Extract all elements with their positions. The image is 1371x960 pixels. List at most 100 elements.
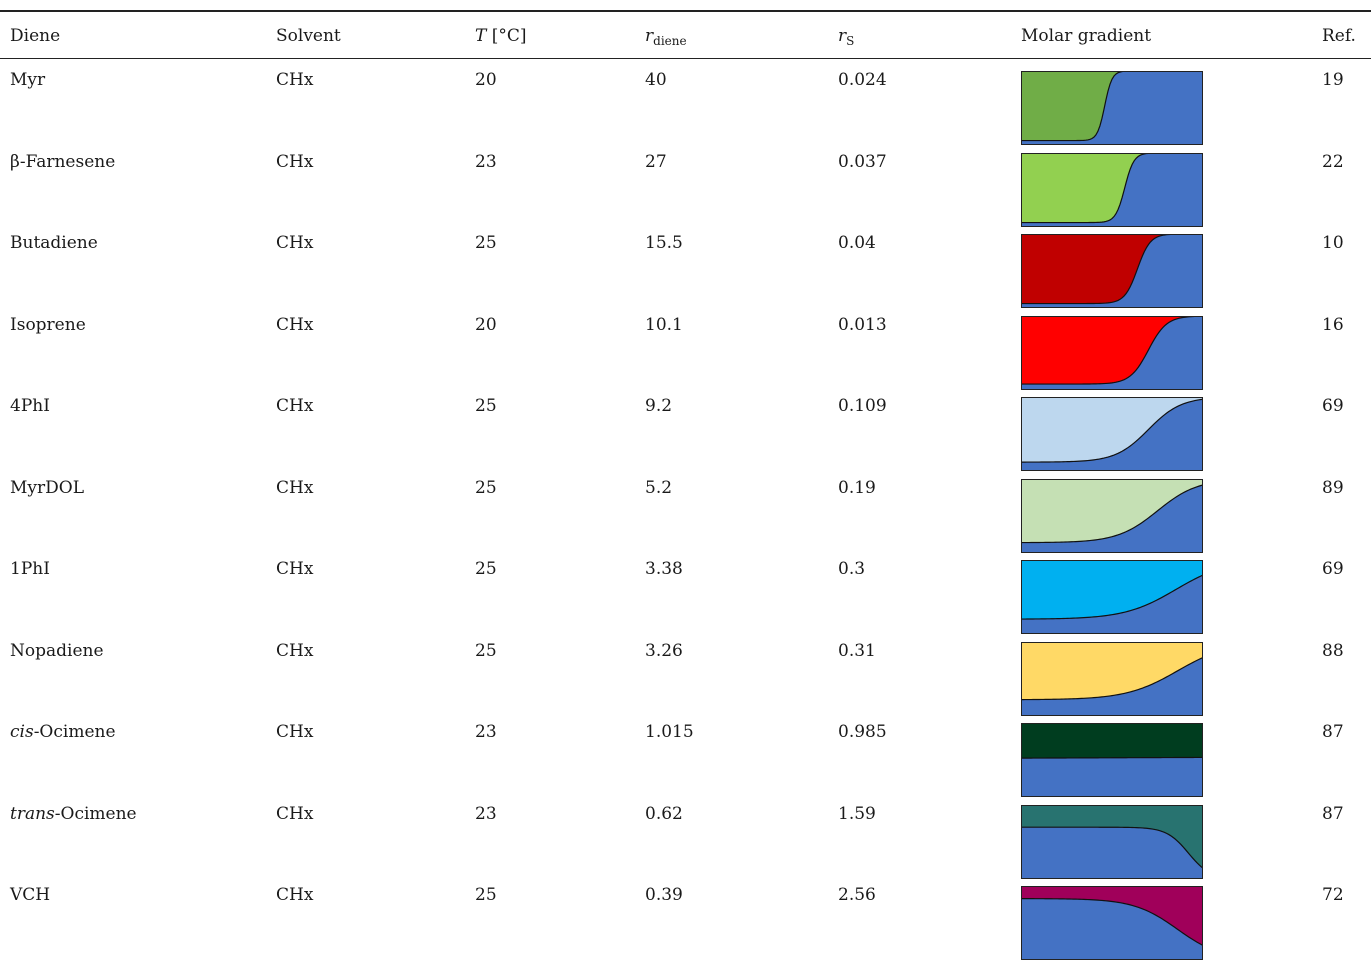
- r-s-cell: 0.985: [838, 722, 887, 742]
- gradient-boundary-line: [1021, 71, 1203, 142]
- solvent-cell: CHx: [276, 803, 314, 824]
- ref-cell: 87: [1322, 722, 1344, 742]
- r-diene-symbol: r: [645, 26, 654, 46]
- diene-name: Butadiene: [10, 233, 98, 253]
- r-s-cell: 0.19: [838, 477, 876, 498]
- r-diene-cell: 10.1: [645, 314, 683, 335]
- diene-name: Nopadiene: [10, 640, 104, 661]
- solvent-cell: CHx: [276, 885, 314, 905]
- ref-cell: 89: [1322, 477, 1344, 498]
- gradient-boundary-line: [1021, 574, 1203, 620]
- diene-cell: Nopadiene: [10, 641, 104, 661]
- r-diene-cell: 0.39: [645, 885, 683, 905]
- solvent-cell: CHx: [276, 314, 314, 335]
- solvent-cell: CHx: [276, 151, 314, 172]
- r-diene-cell: 0.62: [645, 803, 683, 824]
- gradient-boundary-line: [1021, 398, 1203, 463]
- diene-name: 4PhI: [10, 396, 50, 416]
- molar-gradient-plot: [1021, 560, 1203, 634]
- r-diene-cell: 27: [645, 151, 667, 172]
- diene-cell: Isoprene: [10, 315, 86, 335]
- styrene-fraction-area: [1021, 234, 1203, 308]
- diene-name: -Ocimene: [33, 722, 116, 742]
- gradient-frame: [1021, 397, 1203, 471]
- molar-gradient-plot: [1021, 152, 1203, 227]
- molar-gradient-plot: [1021, 723, 1203, 797]
- header-r-diene: rdiene: [645, 26, 687, 51]
- temperature-cell: 23: [475, 803, 497, 824]
- gradient-boundary-line: [1021, 315, 1203, 385]
- ref-cell: 87: [1322, 803, 1344, 824]
- temperature-cell: 25: [475, 396, 497, 416]
- solvent-cell: CHx: [276, 722, 314, 742]
- temperature-cell: 25: [475, 885, 497, 905]
- diene-cell: MyrDOL: [10, 478, 84, 498]
- r-s-cell: 0.31: [838, 640, 876, 661]
- diene-name: MyrDOL: [10, 477, 84, 498]
- temperature-cell: 25: [475, 477, 497, 498]
- molar-gradient-plot: [1021, 641, 1203, 716]
- gradient-boundary-line: [1021, 483, 1203, 543]
- styrene-fraction-area: [1021, 484, 1203, 553]
- solvent-cell: CHx: [276, 477, 314, 498]
- temperature-unit: [°C]: [491, 26, 527, 46]
- styrene-fraction-area: [1021, 575, 1203, 634]
- r-diene-cell: 3.26: [645, 640, 683, 661]
- r-diene-cell: 15.5: [645, 233, 683, 253]
- r-diene-cell: 40: [645, 70, 667, 90]
- diene-italic-prefix: trans: [10, 803, 55, 824]
- r-s-cell: 0.024: [838, 70, 887, 90]
- r-s-symbol: r: [838, 26, 847, 46]
- r-s-subscript: S: [846, 34, 855, 48]
- temperature-cell: 20: [475, 70, 497, 90]
- ref-cell: 72: [1322, 885, 1344, 905]
- ref-cell: 88: [1322, 640, 1344, 661]
- gradient-boundary-line: [1021, 656, 1203, 700]
- diene-cell: β-Farnesene: [10, 152, 115, 172]
- gradient-frame: [1021, 560, 1203, 634]
- ref-cell: 22: [1322, 151, 1344, 172]
- diene-cell: 1PhI: [10, 559, 50, 579]
- molar-gradient-plot: [1021, 71, 1203, 145]
- r-s-cell: 0.037: [838, 151, 887, 172]
- r-s-cell: 0.3: [838, 559, 866, 579]
- styrene-fraction-area: [1021, 657, 1203, 716]
- diene-name: β-Farnesene: [10, 151, 116, 172]
- diene-name: 1PhI: [10, 559, 50, 579]
- header-bottom-rule: [0, 58, 1371, 59]
- header-diene: Diene: [10, 26, 61, 46]
- temperature-cell: 25: [475, 233, 497, 253]
- gradient-boundary-line: [1021, 826, 1203, 869]
- solvent-cell: CHx: [276, 233, 314, 253]
- ref-cell: 19: [1322, 70, 1344, 90]
- diene-cell: Myr: [10, 70, 45, 90]
- diene-name: -Ocimene: [54, 803, 137, 824]
- ref-cell: 10: [1322, 233, 1344, 253]
- gradient-frame: [1021, 234, 1203, 308]
- gradient-frame: [1021, 152, 1203, 227]
- styrene-fraction-area: [1021, 71, 1203, 145]
- gradient-frame: [1021, 71, 1203, 145]
- diene-name: Myr: [10, 70, 46, 90]
- temperature-cell: 23: [475, 151, 497, 172]
- r-diene-cell: 5.2: [645, 477, 673, 498]
- styrene-fraction-area: [1021, 826, 1203, 879]
- r-s-cell: 1.59: [838, 803, 876, 824]
- styrene-fraction-area: [1021, 757, 1203, 797]
- gradient-frame: [1021, 641, 1203, 716]
- header-ref: Ref.: [1322, 26, 1356, 46]
- molar-gradient-plot: [1021, 478, 1203, 553]
- molar-gradient-plot: [1021, 234, 1203, 308]
- gradient-boundary-line: [1021, 152, 1203, 223]
- r-s-cell: 0.013: [838, 314, 887, 335]
- diene-name: VCH: [10, 885, 51, 905]
- solvent-cell: CHx: [276, 559, 314, 579]
- molar-gradient-plot: [1021, 804, 1203, 879]
- r-s-cell: 0.04: [838, 233, 876, 253]
- gradient-frame: [1021, 723, 1203, 797]
- r-s-cell: 2.56: [838, 885, 876, 905]
- solvent-cell: CHx: [276, 396, 314, 416]
- diene-name: Isoprene: [10, 314, 86, 335]
- header-molar-gradient: Molar gradient: [1021, 26, 1152, 46]
- diene-cell: trans-Ocimene: [10, 804, 137, 824]
